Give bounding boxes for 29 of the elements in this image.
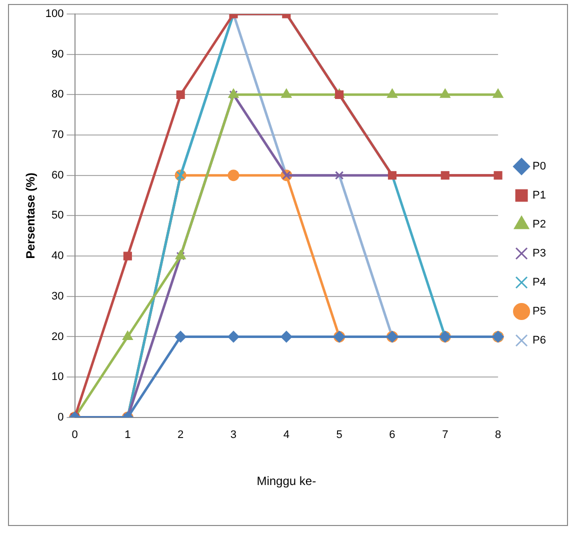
y-tick-label: 100 [45,8,64,20]
x-axis-title: Minggu ke- [256,474,316,488]
x-tick-label: 0 [72,429,78,442]
y-axis-title: Persentase (%) [24,172,38,259]
legend-label: P0 [532,160,546,173]
x-tick-label: 8 [494,429,502,442]
legend-label: P2 [532,218,546,231]
y-tick-label: 80 [52,88,64,101]
y-tick-label: 30 [52,290,64,302]
x-tick-label: 5 [336,429,342,442]
x-tick-label: 7 [442,429,448,442]
y-tick-label: 70 [52,129,64,142]
x-tick-label: 4 [283,429,290,442]
y-tick-label: 20 [52,330,64,343]
y-tick-label: 60 [52,169,64,182]
legend-label: P1 [532,190,546,202]
y-tick-label: 10 [52,371,64,384]
y-tick-label: 40 [52,250,64,262]
legend-label: P5 [532,306,546,318]
legend-label: P3 [532,248,546,260]
y-tick-label: 50 [52,210,64,222]
x-tick-label: 3 [230,429,237,442]
x-tick-label: 1 [124,429,131,442]
x-tick-label: 6 [389,429,396,442]
y-tick-label: 0 [58,411,64,424]
y-tick-label: 90 [52,48,64,60]
legend-label: P6 [532,334,546,347]
x-tick-label: 2 [178,429,184,442]
legend-label: P4 [532,276,546,289]
